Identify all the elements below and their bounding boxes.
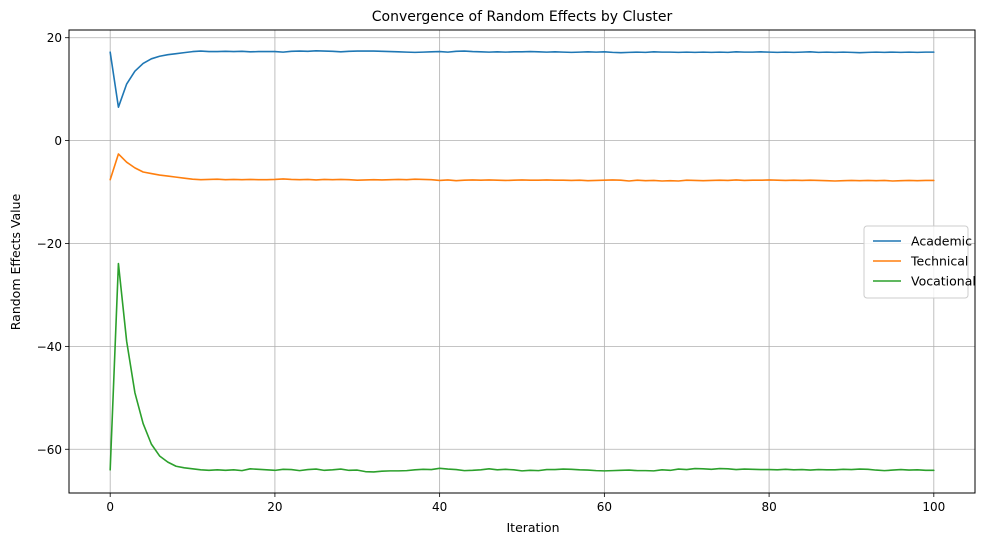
x-tick-label: 40 bbox=[432, 500, 447, 514]
legend-box bbox=[863, 225, 969, 299]
y-tick-label: −40 bbox=[37, 340, 62, 354]
plot-frame bbox=[68, 29, 976, 494]
y-tick-label: −60 bbox=[37, 443, 62, 457]
x-tick-label: 20 bbox=[267, 500, 282, 514]
y-tick-label: −20 bbox=[37, 237, 62, 251]
chart-title: Convergence of Random Effects by Cluster bbox=[372, 9, 673, 25]
legend-label-academic: Academic bbox=[911, 234, 972, 249]
legend-label-vocational: Vocational bbox=[911, 274, 976, 289]
x-tick-label: 60 bbox=[597, 500, 612, 514]
x-tick-label: 0 bbox=[106, 500, 114, 514]
series-line-vocational bbox=[109, 262, 935, 473]
y-tick-label: 0 bbox=[54, 134, 62, 148]
legend-label-technical: Technical bbox=[910, 254, 968, 269]
axis-ticks: 0 20 40 60 80 100 20 0 −20 −40 −60 bbox=[37, 31, 946, 514]
x-tick-label: 100 bbox=[922, 500, 945, 514]
x-axis-label: Iteration bbox=[506, 520, 559, 535]
y-tick-label: 20 bbox=[47, 31, 62, 45]
y-axis-label: Random Effects Value bbox=[8, 193, 23, 330]
series-line-technical bbox=[109, 153, 935, 182]
series-lines bbox=[109, 50, 935, 473]
series-line-academic bbox=[109, 50, 935, 108]
x-tick-label: 80 bbox=[761, 500, 776, 514]
legend: Academic Technical Vocational bbox=[863, 225, 976, 299]
